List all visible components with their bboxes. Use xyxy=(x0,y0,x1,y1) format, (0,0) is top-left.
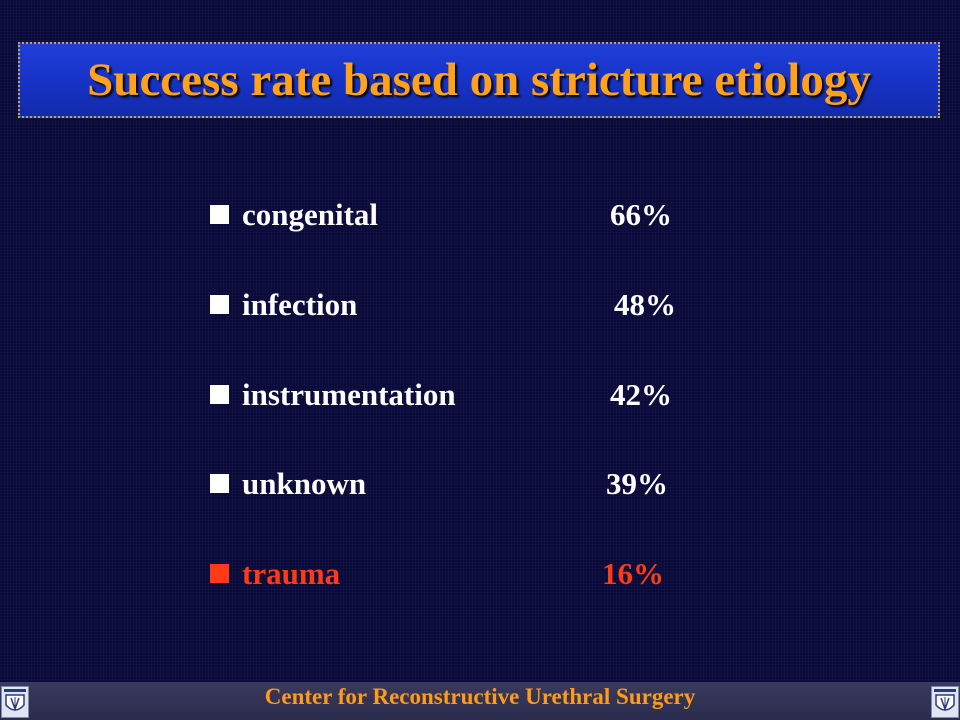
list-item: infection 48% xyxy=(210,285,730,325)
square-bullet-icon xyxy=(210,385,229,404)
item-value: 66% xyxy=(610,197,672,232)
item-label: unknown xyxy=(242,466,367,501)
square-bullet-icon xyxy=(210,295,229,314)
item-value: 48% xyxy=(614,287,676,322)
title-banner: Success rate based on stricture etiology xyxy=(18,42,940,118)
item-value: 16% xyxy=(602,556,664,591)
list-item: unknown 39% xyxy=(210,464,730,504)
list-item-highlighted: trauma 16% xyxy=(210,554,730,594)
footer-title: Center for Reconstructive Urethral Surge… xyxy=(264,684,696,709)
item-label: instrumentation xyxy=(242,377,456,412)
institution-logo-icon xyxy=(1,686,29,718)
list-item: congenital 66% xyxy=(210,195,730,235)
square-bullet-icon xyxy=(210,564,229,583)
item-value: 39% xyxy=(606,466,668,501)
list-item: instrumentation 42% xyxy=(210,375,730,415)
institution-logo-icon xyxy=(931,686,959,718)
slide-title: Success rate based on stricture etiology xyxy=(87,54,871,106)
item-label: trauma xyxy=(242,556,341,591)
item-label: congenital xyxy=(242,197,379,232)
footer-bar: Center for Reconstructive Urethral Surge… xyxy=(0,682,960,720)
square-bullet-icon xyxy=(210,205,229,224)
item-value: 42% xyxy=(610,377,672,412)
item-label: infection xyxy=(242,287,358,322)
square-bullet-icon xyxy=(210,474,229,493)
